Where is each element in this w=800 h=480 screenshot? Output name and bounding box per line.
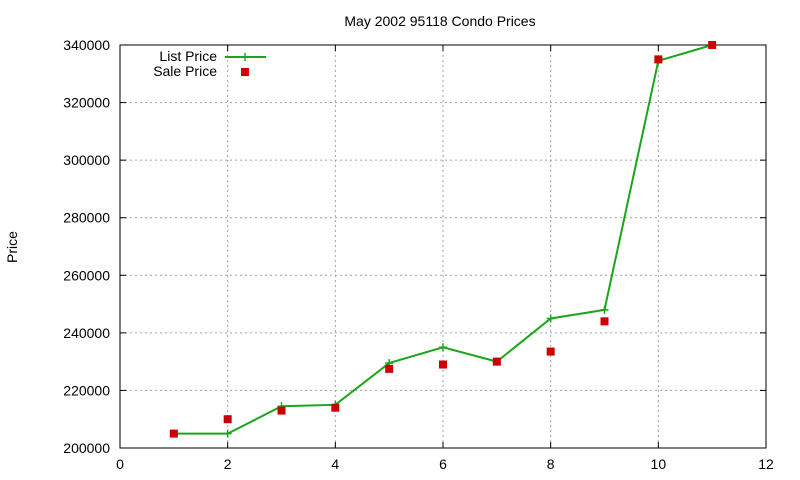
sale-price-point: [439, 360, 447, 369]
list-price-point: [600, 305, 609, 314]
x-tick-label: 8: [547, 456, 555, 472]
x-tick-label: 0: [116, 456, 124, 472]
y-tick-label: 300000: [63, 152, 110, 168]
y-tick-label: 280000: [63, 210, 110, 226]
list-price-point: [546, 314, 555, 323]
x-tick-label: 4: [331, 456, 339, 472]
legend-label-list-price: List Price: [159, 48, 217, 64]
y-tick-label: 340000: [63, 37, 110, 53]
chart-title: May 2002 95118 Condo Prices: [344, 13, 535, 29]
x-tick-label: 2: [224, 456, 232, 472]
sale-price-point: [546, 347, 555, 356]
x-tick-label: 10: [651, 456, 667, 472]
legend-marker-list-price: [241, 53, 249, 61]
sale-price-point: [708, 41, 717, 49]
list-price-point: [223, 429, 232, 438]
sale-price-point: [385, 364, 394, 373]
sale-price-point: [331, 403, 340, 412]
y-axis-label: Price: [4, 231, 20, 263]
y-tick-label: 200000: [63, 440, 110, 456]
sale-price-point: [223, 415, 232, 424]
sale-price-point: [600, 317, 609, 326]
series-layer: [169, 41, 717, 438]
x-tick-label: 6: [439, 456, 447, 472]
y-tick-label: 320000: [63, 95, 110, 111]
sale-price-point: [654, 55, 663, 64]
grid: [120, 45, 766, 448]
legend-label-sale-price: Sale Price: [153, 63, 217, 79]
sale-price-point: [169, 429, 178, 438]
y-tick-label: 220000: [63, 382, 110, 398]
legend-marker-sale-price: [241, 68, 249, 76]
x-tick-label: 12: [758, 456, 774, 472]
sale-price-point: [492, 357, 501, 366]
y-tick-label: 260000: [63, 267, 110, 283]
sale-price-point: [277, 406, 286, 415]
y-tick-label: 240000: [63, 325, 110, 341]
list-price-point: [439, 343, 447, 352]
axis-ticks: 200000 220000 240000 260000 280000 300000 3200…: [63, 37, 774, 472]
